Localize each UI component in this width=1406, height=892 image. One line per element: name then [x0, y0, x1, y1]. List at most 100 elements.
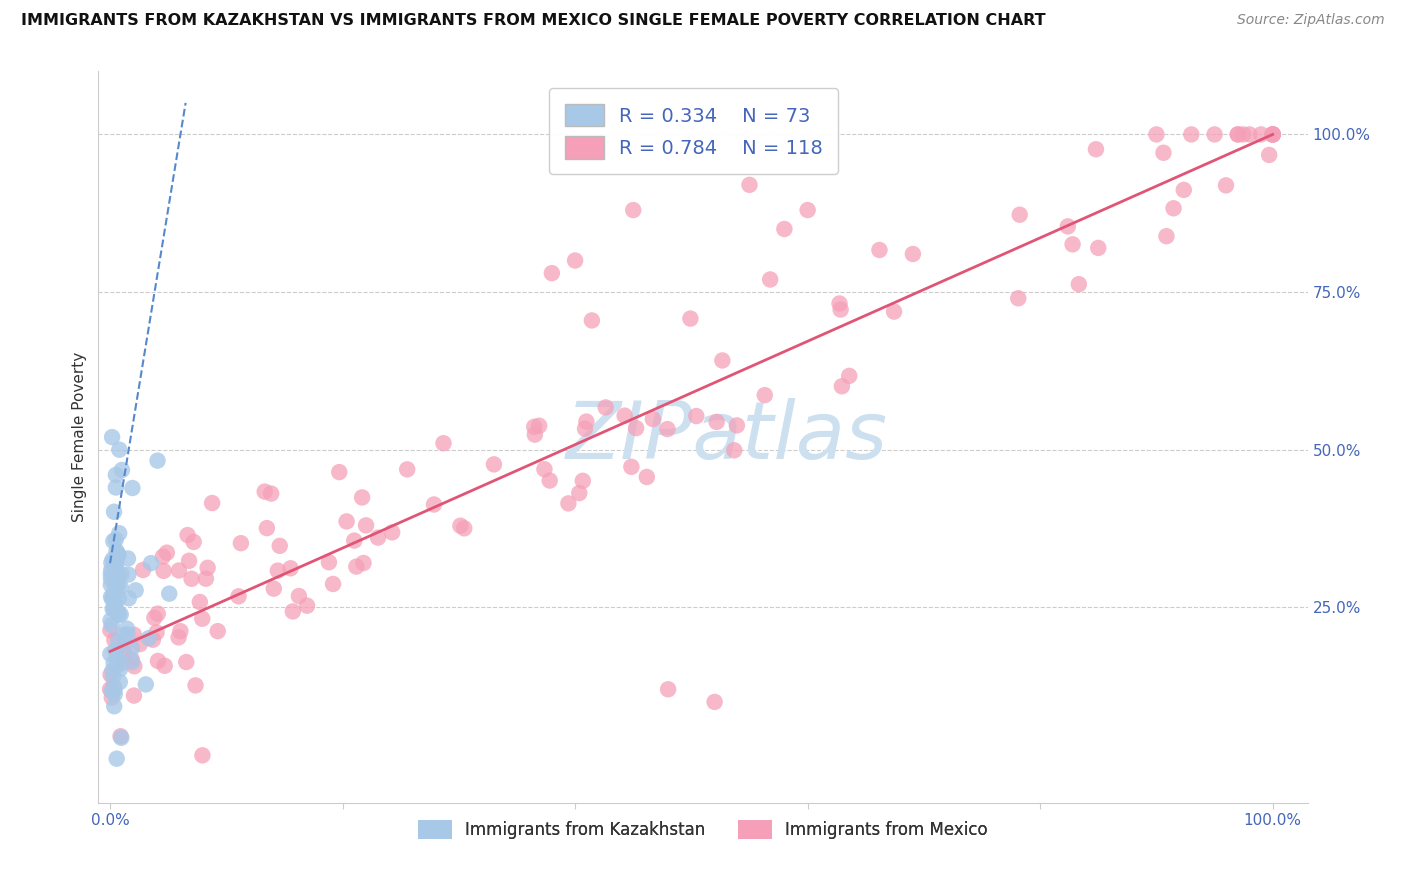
- Point: [207, 624, 229, 639]
- Point: [135, 677, 157, 691]
- Y-axis label: Single Female Poverty: Single Female Poverty: [72, 352, 87, 522]
- Point: [1226, 128, 1249, 142]
- Point: [121, 652, 143, 666]
- Point: [281, 604, 304, 618]
- Point: [1180, 128, 1202, 142]
- Point: [624, 421, 647, 435]
- Point: [883, 304, 905, 318]
- Point: [353, 556, 375, 570]
- Point: [1084, 142, 1107, 156]
- Point: [344, 559, 367, 574]
- Point: [352, 491, 374, 505]
- Point: [280, 561, 302, 575]
- Point: [112, 628, 135, 642]
- Point: [110, 566, 132, 581]
- Point: [122, 628, 145, 642]
- Point: [581, 313, 603, 327]
- Point: [1239, 128, 1261, 142]
- Point: [449, 518, 471, 533]
- Point: [1261, 128, 1284, 142]
- Point: [831, 379, 853, 393]
- Point: [328, 465, 350, 479]
- Point: [105, 552, 128, 566]
- Point: [104, 558, 127, 573]
- Point: [100, 684, 122, 698]
- Point: [100, 690, 122, 705]
- Point: [595, 401, 617, 415]
- Point: [177, 554, 200, 568]
- Point: [523, 427, 546, 442]
- Point: [121, 481, 143, 495]
- Point: [107, 548, 129, 562]
- Point: [121, 655, 143, 669]
- Point: [107, 570, 129, 584]
- Point: [1232, 128, 1254, 142]
- Point: [180, 572, 202, 586]
- Point: [100, 556, 122, 570]
- Point: [253, 484, 276, 499]
- Point: [396, 462, 419, 476]
- Point: [105, 752, 128, 766]
- Point: [636, 470, 658, 484]
- Point: [101, 552, 124, 566]
- Point: [146, 654, 169, 668]
- Point: [574, 422, 596, 436]
- Point: [367, 531, 389, 545]
- Point: [117, 551, 139, 566]
- Point: [759, 272, 782, 286]
- Point: [124, 659, 146, 673]
- Point: [263, 582, 285, 596]
- Point: [146, 607, 169, 621]
- Point: [110, 731, 132, 745]
- Point: [188, 595, 211, 609]
- Point: [110, 729, 132, 743]
- Point: [98, 647, 121, 661]
- Point: [114, 637, 136, 651]
- Point: [100, 567, 122, 582]
- Point: [482, 458, 505, 472]
- Point: [1173, 183, 1195, 197]
- Point: [725, 418, 748, 433]
- Point: [621, 203, 644, 218]
- Point: [176, 528, 198, 542]
- Point: [201, 496, 224, 510]
- Point: [152, 564, 174, 578]
- Point: [564, 253, 586, 268]
- Point: [101, 664, 124, 678]
- Legend: Immigrants from Kazakhstan, Immigrants from Mexico: Immigrants from Kazakhstan, Immigrants f…: [412, 814, 994, 846]
- Point: [288, 589, 311, 603]
- Point: [1226, 128, 1249, 142]
- Point: [167, 630, 190, 644]
- Point: [138, 631, 160, 645]
- Text: IMMIGRANTS FROM KAZAKHSTAN VS IMMIGRANTS FROM MEXICO SINGLE FEMALE POVERTY CORRE: IMMIGRANTS FROM KAZAKHSTAN VS IMMIGRANTS…: [21, 13, 1046, 29]
- Point: [796, 203, 818, 218]
- Point: [143, 611, 166, 625]
- Point: [1261, 128, 1284, 142]
- Point: [1261, 128, 1284, 142]
- Point: [111, 656, 134, 670]
- Point: [156, 546, 179, 560]
- Point: [100, 590, 122, 604]
- Point: [679, 311, 702, 326]
- Point: [111, 463, 134, 477]
- Point: [128, 637, 150, 651]
- Point: [139, 556, 162, 570]
- Point: [723, 443, 745, 458]
- Point: [101, 430, 124, 444]
- Point: [754, 388, 776, 402]
- Point: [295, 599, 318, 613]
- Point: [115, 622, 138, 636]
- Point: [1258, 148, 1281, 162]
- Point: [706, 415, 728, 429]
- Text: ZIPatlas: ZIPatlas: [567, 398, 889, 476]
- Point: [104, 580, 127, 594]
- Point: [103, 633, 125, 648]
- Point: [103, 505, 125, 519]
- Point: [98, 682, 121, 697]
- Point: [117, 567, 139, 582]
- Point: [1144, 128, 1167, 142]
- Point: [107, 547, 129, 561]
- Point: [540, 266, 562, 280]
- Point: [1204, 128, 1226, 142]
- Point: [107, 654, 129, 668]
